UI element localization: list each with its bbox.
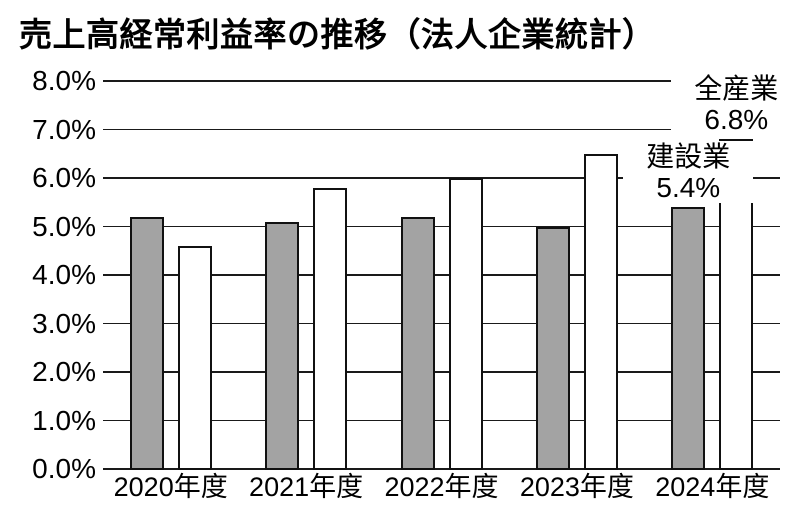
bar-construction-2024年度: [671, 207, 706, 470]
x-axis-label: 2024年度: [655, 472, 770, 502]
gridline: [103, 371, 780, 373]
y-axis-label: 3.0%: [32, 307, 96, 339]
bar-all-industries-2021年度: [313, 187, 348, 470]
annotation-value: 6.8%: [704, 104, 769, 136]
bar-construction-2020年度: [129, 216, 164, 470]
y-axis-label: 8.0%: [32, 65, 96, 96]
x-axis-line: [103, 467, 780, 471]
bar-construction-2021年度: [265, 221, 300, 470]
gridline: [103, 80, 780, 82]
gridline: [103, 128, 780, 131]
annotation-series-name: 全産業: [694, 73, 779, 105]
y-axis-label: 5.0%: [32, 210, 96, 242]
gridline: [103, 177, 780, 179]
gridline: [103, 225, 780, 228]
bar-construction-2023年度: [535, 226, 570, 470]
y-axis-label: 1.0%: [32, 404, 96, 436]
bar-all-industries-2020年度: [177, 245, 212, 470]
y-axis-label: 4.0%: [32, 259, 96, 290]
y-axis-label: 6.0%: [32, 162, 96, 193]
bar-construction-2022年度: [400, 216, 435, 470]
annotation-value: 5.4%: [656, 172, 721, 204]
x-axis-label: 2020年度: [113, 472, 228, 502]
gridline: [103, 274, 780, 276]
x-axis-label: 2022年度: [384, 472, 499, 502]
annotation-series-name: 建設業: [646, 141, 731, 173]
bar-all-industries-2023年度: [583, 153, 618, 470]
bar-all-industries-2022年度: [448, 178, 483, 470]
y-axis-label: 7.0%: [32, 113, 96, 145]
annotation-construction: 建設業 5.4%: [623, 141, 754, 204]
x-axis-label: 2021年度: [249, 472, 364, 502]
x-axis-label: 2023年度: [519, 472, 634, 502]
gridline: [103, 419, 780, 422]
y-axis-label: 0.0%: [32, 453, 96, 484]
gridline: [103, 322, 780, 325]
chart-title: 売上高経常利益率の推移（法人企業統計）: [19, 16, 656, 53]
y-axis-label: 2.0%: [32, 356, 96, 387]
annotation-all-industries: 全産業 6.8%: [671, 73, 800, 136]
